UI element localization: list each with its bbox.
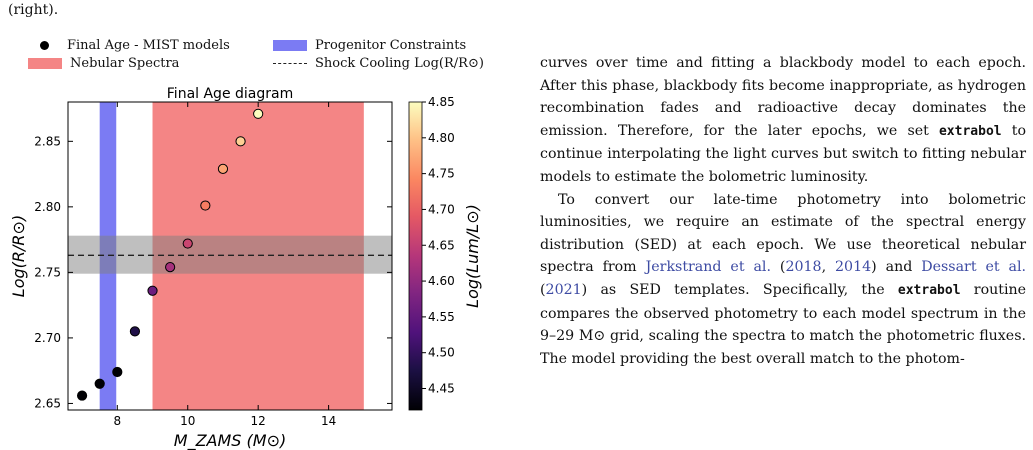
legend-item-nebular: Nebular Spectra [28, 56, 179, 71]
citation-jerkstrand[interactable]: Jerkstrand et al. [645, 259, 771, 276]
x-tick-label-0: 8 [113, 414, 121, 428]
data-point-1 [94, 378, 105, 389]
x-tick-label-2: 12 [251, 414, 266, 428]
data-point-8 [217, 163, 229, 174]
y-tick-label-4: 2.85 [34, 134, 61, 148]
paragraph-1: curves over time and fitting a blackbody… [540, 52, 1026, 189]
data-point-5 [165, 262, 176, 273]
y-tick-label-1: 2.70 [34, 331, 61, 345]
colorbar-tick-label-2: 4.55 [428, 310, 455, 324]
legend-label-progenitor: Progenitor Constraints [315, 38, 467, 53]
p2-d: routine compares the observed photometry… [540, 281, 1027, 367]
data-point-2 [112, 366, 123, 378]
colorbar-tick-label-0: 4.45 [428, 382, 455, 396]
colorbar [408, 101, 423, 411]
data-point-9 [235, 136, 246, 147]
y-tick-label-2: 2.75 [34, 265, 61, 279]
plot-area [68, 102, 392, 410]
plot-frame [67, 101, 393, 411]
code-extrabol-1: extrabol [938, 123, 1002, 139]
legend-item-progenitor: Progenitor Constraints [273, 38, 466, 53]
colorbar-tick-label-6: 4.75 [428, 167, 455, 181]
legend-swatch-shock [273, 63, 307, 64]
citation-dessart[interactable]: Dessart et al. [921, 259, 1027, 276]
legend-marker-dot [40, 41, 49, 50]
legend-label-nebular: Nebular Spectra [70, 56, 180, 71]
colorbar-tick-label-3: 4.60 [428, 274, 455, 288]
p2-a: To convert our late-time photometry into… [540, 191, 1026, 276]
citation-year-2018[interactable]: 2018 [785, 259, 822, 276]
y-axis-label: Log(R/R⊙) [9, 215, 28, 297]
colorbar-label: Log(Lum/L⊙) [463, 204, 482, 308]
y-tick-label-3: 2.80 [34, 200, 61, 214]
chart-svg: 8 10 12 14 2.65 2.70 2.75 2.80 2.85 Final Age dia… [9, 86, 482, 450]
chart-title: Final Age diagram [167, 86, 293, 102]
legend-item-shock: Shock Cooling Log(R/R⊙) [273, 56, 484, 71]
data-point-7 [200, 200, 211, 211]
legend-item-mist: Final Age - MIST models [28, 38, 230, 53]
legend-swatch-progenitor [273, 40, 307, 51]
figure-final-age: Final Age - MIST models Progenitor Const… [0, 30, 520, 450]
p2-b: and [885, 259, 913, 276]
colorbar-tick-label-4: 4.65 [428, 238, 455, 252]
code-extrabol-2: extrabol [897, 282, 961, 298]
data-point-0 [76, 390, 88, 401]
data-point-6 [182, 238, 193, 249]
legend-label-mist: Final Age - MIST models [67, 38, 230, 53]
x-axis-label: M_ZAMS (M⊙) [174, 431, 286, 450]
data-point-3 [129, 326, 141, 337]
data-point-10 [253, 108, 264, 119]
x-tick-label-3: 14 [321, 414, 336, 428]
colorbar-tick-label-8: 4.85 [428, 95, 455, 109]
p1-tail: to continue interpolating the light curv… [540, 122, 1027, 185]
data-point-4 [147, 285, 158, 296]
body-text: curves over time and fitting a blackbody… [540, 52, 1026, 370]
p1-text: curves over time and fitting a blackbody… [540, 55, 1026, 139]
colorbar-tick-label-7: 4.80 [428, 131, 455, 145]
paragraph-2: To convert our late-time photometry into… [540, 191, 1027, 367]
x-tick-label-1: 10 [180, 414, 195, 428]
y-tick-label-0: 2.65 [34, 396, 61, 410]
colorbar-tick-label-5: 4.70 [428, 202, 455, 216]
legend-label-shock: Shock Cooling Log(R/R⊙) [315, 56, 484, 71]
citation-year-2014[interactable]: 2014 [835, 259, 872, 276]
caption-fragment: (right). [8, 2, 59, 18]
colorbar-tick-label-1: 4.50 [428, 346, 455, 360]
p2-c: as SED templates. Specifically, the [600, 281, 885, 298]
citation-year-2021[interactable]: 2021 [545, 281, 582, 298]
legend-swatch-nebular [28, 58, 62, 69]
